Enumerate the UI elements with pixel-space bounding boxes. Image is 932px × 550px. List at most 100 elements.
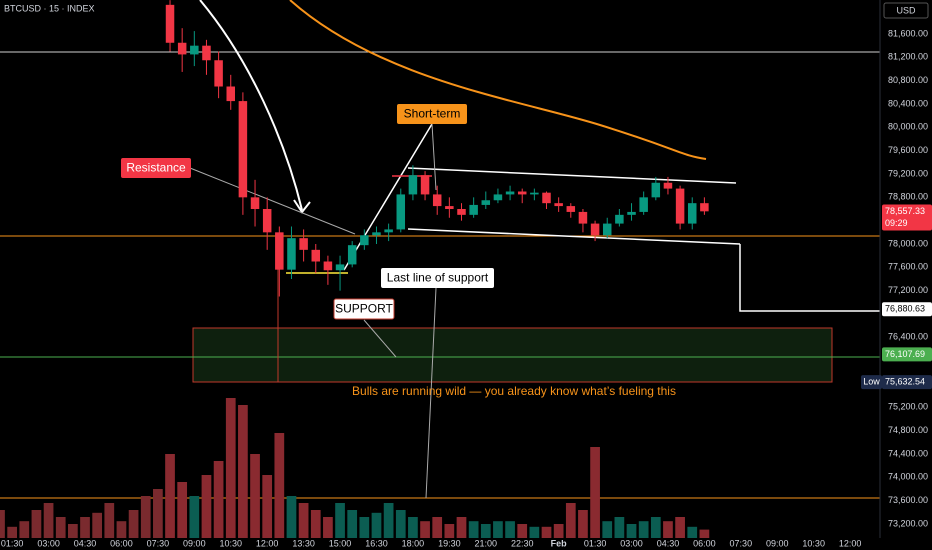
candle-body xyxy=(469,204,478,215)
volume-bar xyxy=(298,503,309,538)
volume-bar xyxy=(675,517,685,538)
volume-bar xyxy=(225,398,236,538)
y-tick-label: 80,000.00 xyxy=(888,122,928,132)
candle-body xyxy=(238,101,248,198)
resistance-box xyxy=(121,158,191,178)
price-tag-prefix: Low xyxy=(863,376,880,386)
volume-bar xyxy=(371,512,382,538)
volume-bar xyxy=(663,521,673,538)
candle-body xyxy=(639,197,648,212)
price-tag-label: 75,632.54 xyxy=(885,376,925,386)
volume-bar xyxy=(602,521,613,538)
channel-bottom xyxy=(407,228,741,245)
volume-bar xyxy=(92,512,103,538)
y-tick-label: 77,200.00 xyxy=(888,285,928,295)
candle-body xyxy=(663,182,673,189)
x-tick-label: 10:30 xyxy=(219,538,242,548)
y-tick-label: 78,000.00 xyxy=(888,238,928,248)
volume-bar xyxy=(310,510,321,538)
candle-body xyxy=(396,194,406,230)
price-tag xyxy=(882,204,932,231)
volume-bar xyxy=(43,503,54,538)
connector xyxy=(425,287,437,499)
short-term-box xyxy=(397,104,467,124)
volume-bar xyxy=(505,521,515,538)
volume-bar xyxy=(480,524,491,538)
volume-bar xyxy=(565,503,576,538)
candle-body xyxy=(262,209,272,233)
candle-body xyxy=(250,197,260,210)
x-tick-label: 04:30 xyxy=(657,538,680,548)
caption: Bulls are running wild — you already kno… xyxy=(352,384,676,398)
candle-body xyxy=(384,229,393,233)
y-tick-label: 80,800.00 xyxy=(888,75,928,85)
connector xyxy=(431,123,437,191)
candle-body xyxy=(517,191,527,195)
x-tick-label: 01:30 xyxy=(584,538,607,548)
price-tag-label: 76,880.63 xyxy=(885,304,925,314)
candle-body xyxy=(542,192,551,204)
y-tick-label: 80,400.00 xyxy=(888,98,928,108)
candle-body xyxy=(226,86,235,102)
candle-body xyxy=(554,203,563,207)
price-tag-countdown: 09:29 xyxy=(885,218,908,228)
y-tick-label: 75,200.00 xyxy=(888,402,928,412)
price-axis xyxy=(880,0,932,550)
marks xyxy=(0,0,710,538)
price-tag-label: 76,107.69 xyxy=(885,349,925,359)
volume-bar xyxy=(359,517,370,538)
channel-top xyxy=(407,167,737,184)
volume-bar xyxy=(590,447,600,538)
volume-bar xyxy=(408,517,418,538)
x-tick-label: 06:00 xyxy=(110,538,133,548)
candle-body xyxy=(481,200,491,205)
y-tick-label: 81,200.00 xyxy=(888,52,928,62)
candle-body xyxy=(445,206,454,210)
x-tick-label: 18:00 xyxy=(402,538,425,548)
x-tick-label: 07:30 xyxy=(147,538,170,548)
x-tick-label: 21:00 xyxy=(475,538,498,548)
y-tick-label: 81,600.00 xyxy=(888,28,928,38)
volume-bar xyxy=(213,461,224,538)
y-tick-label: 73,600.00 xyxy=(888,495,928,505)
symbol: BTCUSD · 15 · INDEX xyxy=(4,3,95,13)
candle-body xyxy=(420,175,430,195)
candle-body xyxy=(590,223,600,236)
volume-bar xyxy=(650,517,661,538)
candle-body xyxy=(627,211,636,215)
x-tick-label: 04:30 xyxy=(74,538,97,548)
volume-bar xyxy=(128,510,139,538)
last-support-box xyxy=(381,268,494,288)
volume-bar xyxy=(31,510,42,538)
x-tick-label: 22:30 xyxy=(511,538,534,548)
x-tick-label: 13:30 xyxy=(292,538,315,548)
candle-body xyxy=(493,194,503,201)
volume-bar xyxy=(444,524,455,538)
candle-body xyxy=(165,4,175,43)
volume-bar xyxy=(626,524,637,538)
x-tick-label: Feb xyxy=(551,538,568,548)
volume-bar xyxy=(699,529,710,538)
connector xyxy=(343,123,433,271)
volume-bar xyxy=(541,526,552,538)
connector xyxy=(189,167,356,235)
currency-box xyxy=(883,2,929,19)
candle-body xyxy=(372,232,381,236)
y-tick-label: 76,400.00 xyxy=(888,332,928,342)
candle-body xyxy=(311,249,321,262)
candle-body xyxy=(615,214,624,224)
volume-bar xyxy=(517,524,528,538)
y-tick-label: 78,800.00 xyxy=(888,192,928,202)
volume-bar xyxy=(286,496,297,538)
candle-body xyxy=(360,235,369,246)
annotations: Resistance Short-term Last line of suppo… xyxy=(121,104,676,398)
support-zone xyxy=(192,327,833,383)
candle-body xyxy=(323,261,333,271)
candle-body xyxy=(675,188,685,224)
x-tick-label: 10:30 xyxy=(802,538,825,548)
x-tick-label: 19:30 xyxy=(438,538,461,548)
candle-body xyxy=(578,211,588,224)
candle-body xyxy=(700,203,709,212)
candle-body xyxy=(566,206,576,212)
arrow xyxy=(199,0,303,211)
